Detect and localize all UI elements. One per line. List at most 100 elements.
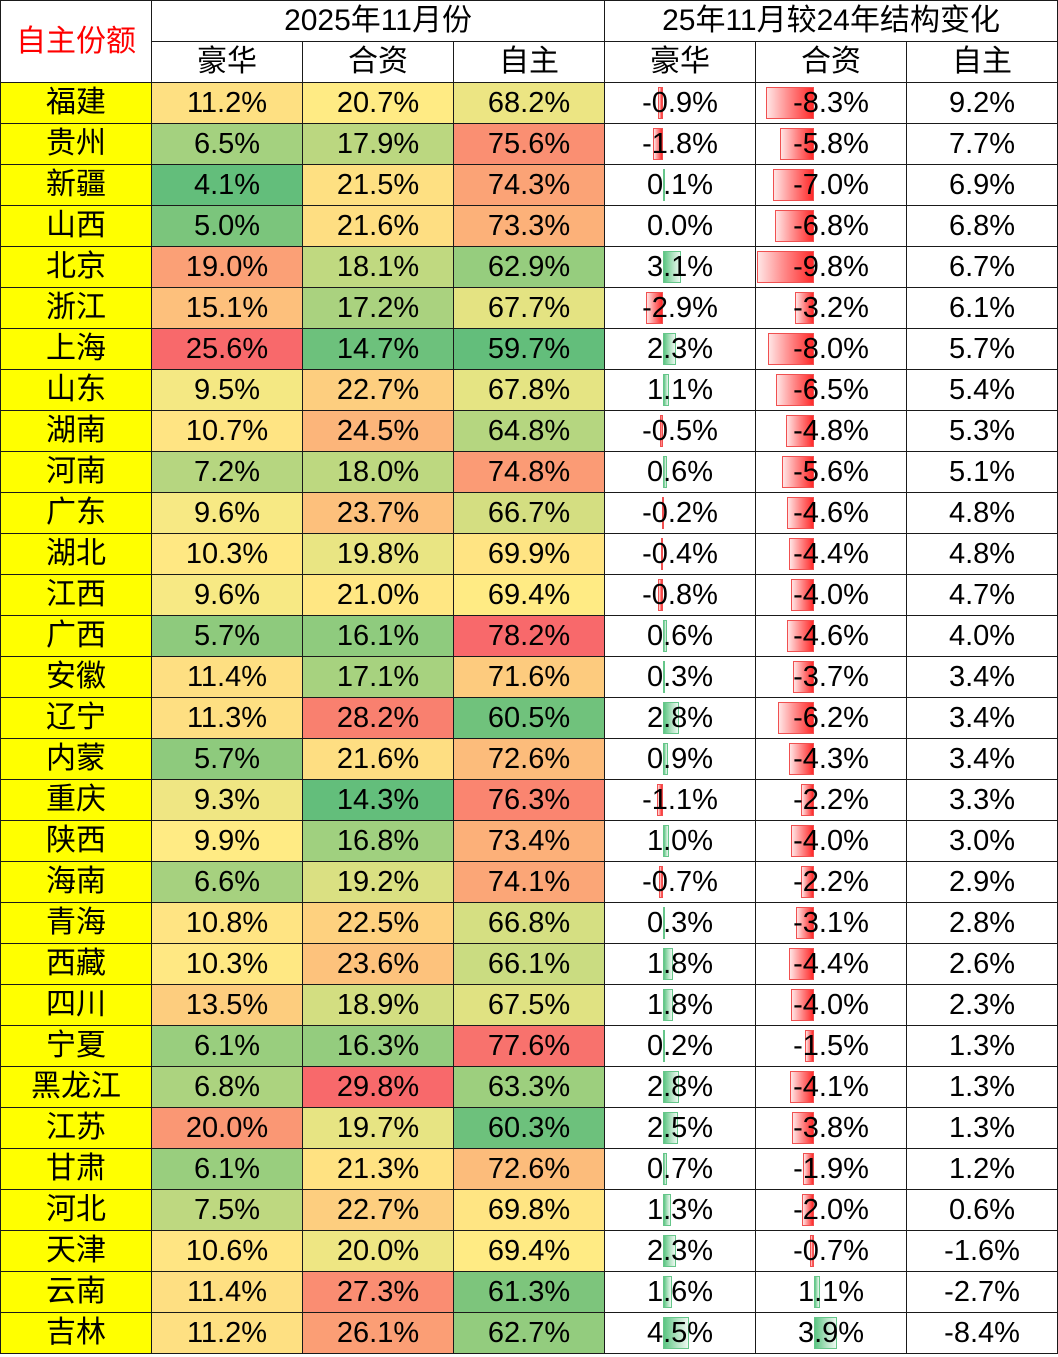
domestic-change-cell: 9.2%	[906, 82, 1058, 124]
province-cell: 河北	[0, 1189, 152, 1231]
change-value: -4.6%	[793, 620, 869, 652]
luxury-share-cell: 10.3%	[151, 533, 303, 575]
luxury-change-cell: -2.9%	[604, 287, 757, 329]
change-value: -0.7%	[642, 866, 718, 898]
province-cell: 重庆	[0, 779, 152, 821]
province-cell: 浙江	[0, 287, 152, 329]
domestic-share-cell: 77.6%	[452, 1025, 606, 1067]
jv-change-cell: -4.4%	[755, 533, 908, 575]
domestic-change-cell: 2.6%	[906, 943, 1058, 985]
luxury-share-cell: 11.3%	[151, 697, 303, 739]
province-cell: 北京	[0, 246, 152, 288]
change-value: -0.4%	[642, 538, 718, 570]
jv-share-cell: 24.5%	[302, 410, 454, 452]
change-value: 2.3%	[646, 333, 714, 365]
change-value: -1.5%	[793, 1030, 869, 1062]
luxury-change-cell: 0.0%	[604, 205, 757, 247]
jv-share-cell: 21.6%	[302, 205, 454, 247]
change-value: -1.8%	[642, 128, 718, 160]
change-value: -4.8%	[793, 415, 869, 447]
corner-label: 自主份额	[0, 0, 152, 83]
province-cell: 甘肃	[0, 1148, 152, 1190]
jv-share-cell: 28.2%	[302, 697, 454, 739]
change-databar	[790, 989, 815, 1021]
domestic-change-cell: 4.0%	[906, 615, 1058, 657]
table-row: 四川 13.5% 18.9% 67.5% 1.8% -4.0% 2.3%	[0, 984, 1058, 1026]
change-databar	[657, 87, 664, 119]
change-value: 3.1%	[646, 251, 714, 283]
domestic-share-cell: 60.3%	[452, 1107, 606, 1149]
domestic-change-cell: 5.3%	[906, 410, 1058, 452]
province-cell: 安徽	[0, 656, 152, 698]
change-databar	[803, 1153, 815, 1185]
change-value: 3.9%	[797, 1317, 865, 1349]
domestic-change-cell: 3.4%	[906, 656, 1058, 698]
domestic-share-cell: 63.3%	[452, 1066, 606, 1108]
change-databar	[801, 866, 815, 898]
change-value: -4.4%	[793, 538, 869, 570]
domestic-share-cell: 78.2%	[452, 615, 606, 657]
jv-change-cell: -1.9%	[755, 1148, 908, 1190]
luxury-change-cell: 1.3%	[604, 1189, 757, 1231]
change-databar	[663, 456, 667, 488]
table-row: 辽宁 11.3% 28.2% 60.5% 2.8% -6.2% 3.4%	[0, 697, 1058, 739]
col-header-luxury: 豪华	[151, 41, 303, 83]
col-header-domestic: 自主	[452, 41, 606, 83]
change-value: -2.9%	[642, 292, 718, 324]
jv-share-cell: 20.0%	[302, 1230, 454, 1272]
change-value: -6.5%	[793, 374, 869, 406]
jv-change-cell: -3.2%	[755, 287, 908, 329]
jv-change-cell: -5.8%	[755, 123, 908, 165]
change-databar	[660, 415, 664, 447]
change-value: -4.4%	[793, 948, 869, 980]
domestic-share-cell: 62.9%	[452, 246, 606, 288]
jv-change-cell: -4.0%	[755, 820, 908, 862]
table-row: 江苏 20.0% 19.7% 60.3% 2.5% -3.8% 1.3%	[0, 1107, 1058, 1149]
jv-share-cell: 21.0%	[302, 574, 454, 616]
change-value: -1.1%	[642, 784, 718, 816]
jv-change-cell: -6.5%	[755, 369, 908, 411]
change-value: 1.1%	[646, 374, 714, 406]
luxury-share-cell: 10.3%	[151, 943, 303, 985]
luxury-share-cell: 5.7%	[151, 615, 303, 657]
luxury-share-cell: 11.4%	[151, 1271, 303, 1313]
change-value: 2.8%	[646, 702, 714, 734]
jv-share-cell: 26.1%	[302, 1312, 454, 1354]
luxury-share-cell: 9.6%	[151, 574, 303, 616]
province-cell: 广东	[0, 492, 152, 534]
domestic-share-cell: 67.5%	[452, 984, 606, 1026]
table-row: 江西 9.6% 21.0% 69.4% -0.8% -4.0% 4.7%	[0, 574, 1058, 616]
table-row: 福建 11.2% 20.7% 68.2% -0.9% -8.3% 9.2%	[0, 82, 1058, 124]
change-value: 1.8%	[646, 948, 714, 980]
change-databar	[778, 702, 815, 734]
change-databar	[663, 743, 669, 775]
luxury-share-cell: 11.4%	[151, 656, 303, 698]
table-row: 黑龙江 6.8% 29.8% 63.3% 2.8% -4.1% 1.3%	[0, 1066, 1058, 1108]
change-databar	[809, 1235, 815, 1267]
change-value: -4.3%	[793, 743, 869, 775]
luxury-share-cell: 5.7%	[151, 738, 303, 780]
province-cell: 上海	[0, 328, 152, 370]
luxury-change-cell: 2.8%	[604, 1066, 757, 1108]
table-row: 北京 19.0% 18.1% 62.9% 3.1% -9.8% 6.7%	[0, 246, 1058, 288]
change-value: -8.3%	[793, 87, 869, 119]
change-databar	[663, 1276, 673, 1308]
group-header-change: 25年11月较24年结构变化	[604, 0, 1058, 42]
table-row: 贵州 6.5% 17.9% 75.6% -1.8% -5.8% 7.7%	[0, 123, 1058, 165]
jv-share-cell: 19.7%	[302, 1107, 454, 1149]
domestic-share-cell: 72.6%	[452, 1148, 606, 1190]
luxury-share-cell: 9.9%	[151, 820, 303, 862]
luxury-change-cell: 1.6%	[604, 1271, 757, 1313]
table-row: 内蒙 5.7% 21.6% 72.6% 0.9% -4.3% 3.4%	[0, 738, 1058, 780]
province-cell: 辽宁	[0, 697, 152, 739]
jv-share-cell: 16.8%	[302, 820, 454, 862]
change-databar	[660, 538, 664, 570]
change-databar	[663, 169, 666, 201]
group-header-current: 2025年11月份	[150, 0, 606, 42]
domestic-share-cell: 59.7%	[452, 328, 606, 370]
table-row: 河南 7.2% 18.0% 74.8% 0.6% -5.6% 5.1%	[0, 451, 1058, 493]
col-header-domestic-change: 自主	[906, 41, 1058, 83]
change-value: -0.8%	[642, 579, 718, 611]
province-cell: 黑龙江	[0, 1066, 152, 1108]
jv-change-cell: -1.5%	[755, 1025, 908, 1067]
